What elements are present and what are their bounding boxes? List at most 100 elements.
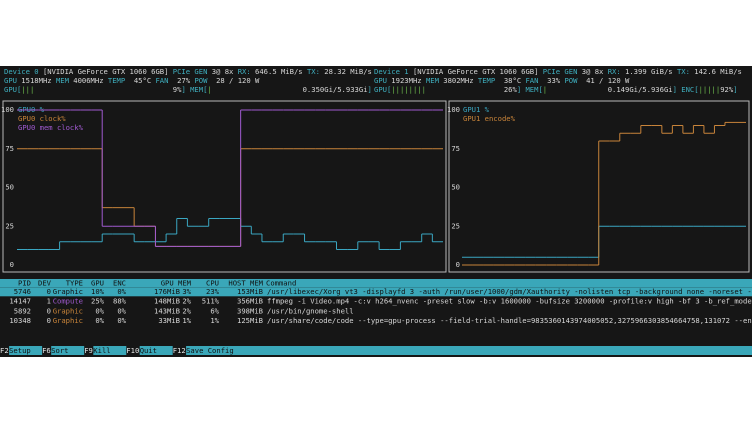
status-line: GPU 1923MHz MEM 3802MHz TEMP 38°C FAN 33… xyxy=(374,76,630,85)
status-text: FAN xyxy=(155,76,168,85)
footer-key-bg xyxy=(126,346,140,355)
legend-entry: GPU0 mem clock% xyxy=(18,123,84,132)
process-cell[interactable]: 0 xyxy=(47,316,51,325)
footer-key[interactable]: F12 xyxy=(173,346,186,355)
process-cell[interactable]: Graphic xyxy=(53,316,83,325)
process-cell[interactable]: /usr/bin/gnome-shell xyxy=(267,306,354,315)
process-cell[interactable]: 10348 xyxy=(9,316,31,325)
process-cell[interactable]: Graphic xyxy=(53,306,83,315)
table-header-cell: DEV xyxy=(38,279,52,288)
status-text: 4006MHz xyxy=(69,76,108,85)
y-tick-label: 0 xyxy=(456,260,460,269)
footer-key-bg xyxy=(172,346,187,355)
status-text: 92% xyxy=(720,85,734,94)
process-cell[interactable]: 33MiB xyxy=(158,316,180,325)
footer-label[interactable]: Sort xyxy=(51,346,68,355)
footer-label[interactable]: Setup xyxy=(9,346,31,355)
process-cell[interactable]: 1% xyxy=(182,316,191,325)
footer-label[interactable]: Quit xyxy=(140,346,157,355)
y-tick-label: 0 xyxy=(10,260,14,269)
footer-key-bg xyxy=(42,346,52,355)
status-text: RX: xyxy=(238,67,251,76)
process-cell[interactable]: 5746 xyxy=(14,287,31,296)
status-text: 28 / 120 W xyxy=(207,76,260,85)
process-cell[interactable]: Compute xyxy=(53,297,83,306)
status-text: ] xyxy=(181,85,185,94)
process-cell[interactable]: 0% xyxy=(117,306,126,315)
footer-label[interactable]: Save Config xyxy=(186,346,234,355)
status-text: MEM xyxy=(426,76,440,85)
status-text: 142.6 MiB/s xyxy=(690,67,742,76)
table-header-cell: Command xyxy=(266,279,296,288)
process-cell[interactable]: 5892 xyxy=(14,306,31,315)
footer-key[interactable]: F2 xyxy=(0,346,9,355)
legend-entry: GPU1 % xyxy=(463,105,490,114)
selected-row-bg[interactable] xyxy=(0,287,752,297)
process-cell[interactable]: 0% xyxy=(117,316,126,325)
process-cell[interactable]: /usr/share/code/code --type=gpu-process … xyxy=(267,316,752,325)
process-cell[interactable]: 88% xyxy=(113,297,127,306)
footer-key[interactable]: F10 xyxy=(126,346,139,355)
y-tick-label: 75 xyxy=(5,144,14,153)
table-header-cell: GPU xyxy=(91,279,104,288)
status-text: POW xyxy=(564,76,578,85)
status-line: GPU[|||||||| 26%] MEM[| 0.149Gi/5.936Gi]… xyxy=(374,85,738,94)
process-cell[interactable]: 398MiB xyxy=(237,306,263,315)
process-cell[interactable]: 10% xyxy=(91,287,105,296)
status-text: 3802MHz xyxy=(439,76,478,85)
process-cell[interactable]: 3% xyxy=(182,287,191,296)
process-cell[interactable]: 23% xyxy=(206,287,220,296)
status-text: ||||| xyxy=(699,85,721,94)
process-cell[interactable]: 153MiB xyxy=(237,287,263,296)
table-header-cell: PID xyxy=(18,279,31,288)
process-cell[interactable]: Graphic xyxy=(53,287,83,296)
status-text: TX: xyxy=(677,67,690,76)
chart-frame xyxy=(448,100,750,273)
status-text: 646.5 MiB/s xyxy=(251,67,307,76)
table-header-cell: GPU MEM xyxy=(161,279,192,288)
status-text: 38°C xyxy=(495,76,525,85)
legend-entry: GPU0 clock% xyxy=(18,114,66,123)
y-tick-label: 100 xyxy=(1,105,14,114)
status-text: 3@ 8x xyxy=(207,67,237,76)
process-cell[interactable]: 0 xyxy=(47,306,51,315)
status-text: Device 0 xyxy=(4,67,39,76)
process-cell[interactable]: 14147 xyxy=(9,297,31,306)
table-header-cell: HOST MEM xyxy=(228,279,263,288)
process-cell[interactable]: 0 xyxy=(47,287,51,296)
footer-key[interactable]: F6 xyxy=(42,346,51,355)
status-text: ENC[ xyxy=(677,85,699,94)
footer-label[interactable]: Kill xyxy=(93,346,110,355)
table-header-bg xyxy=(0,279,752,288)
process-cell[interactable]: 0% xyxy=(95,316,104,325)
status-text: RX: xyxy=(608,67,621,76)
status-text: ] xyxy=(517,85,521,94)
process-cell[interactable]: 25% xyxy=(91,297,105,306)
process-cell[interactable]: ffmpeg -i Video.mp4 -c:v h264_nvenc -pre… xyxy=(267,297,752,306)
status-text: 3@ 8x xyxy=(577,67,607,76)
status-text: 33% xyxy=(538,76,564,85)
y-tick-label: 100 xyxy=(447,105,460,114)
process-cell[interactable]: 1% xyxy=(210,316,219,325)
process-cell[interactable]: 511% xyxy=(202,297,220,306)
process-cell[interactable]: 176MiB xyxy=(154,287,180,296)
process-cell[interactable]: /usr/libexec/Xorg vt3 -displayfd 3 -auth… xyxy=(267,287,752,296)
status-text: 9% xyxy=(34,85,182,94)
process-cell[interactable]: 6% xyxy=(210,306,219,315)
process-cell[interactable]: 125MiB xyxy=(237,316,263,325)
process-cell[interactable]: 0% xyxy=(95,306,104,315)
status-text: 28.32 MiB/s xyxy=(320,67,372,76)
process-cell[interactable]: 1 xyxy=(47,297,51,306)
status-text: TEMP xyxy=(478,76,495,85)
footer-key[interactable]: F9 xyxy=(84,346,93,355)
terminal-background xyxy=(0,66,752,357)
process-cell[interactable]: 2% xyxy=(182,306,191,315)
process-cell[interactable]: 0% xyxy=(117,287,126,296)
process-cell[interactable]: 143MiB xyxy=(154,306,180,315)
table-header-cell: ENC xyxy=(113,279,126,288)
y-tick-label: 50 xyxy=(5,183,14,192)
process-cell[interactable]: 2% xyxy=(182,297,191,306)
process-cell[interactable]: 356MiB xyxy=(237,297,263,306)
process-cell[interactable]: 148MiB xyxy=(154,297,180,306)
